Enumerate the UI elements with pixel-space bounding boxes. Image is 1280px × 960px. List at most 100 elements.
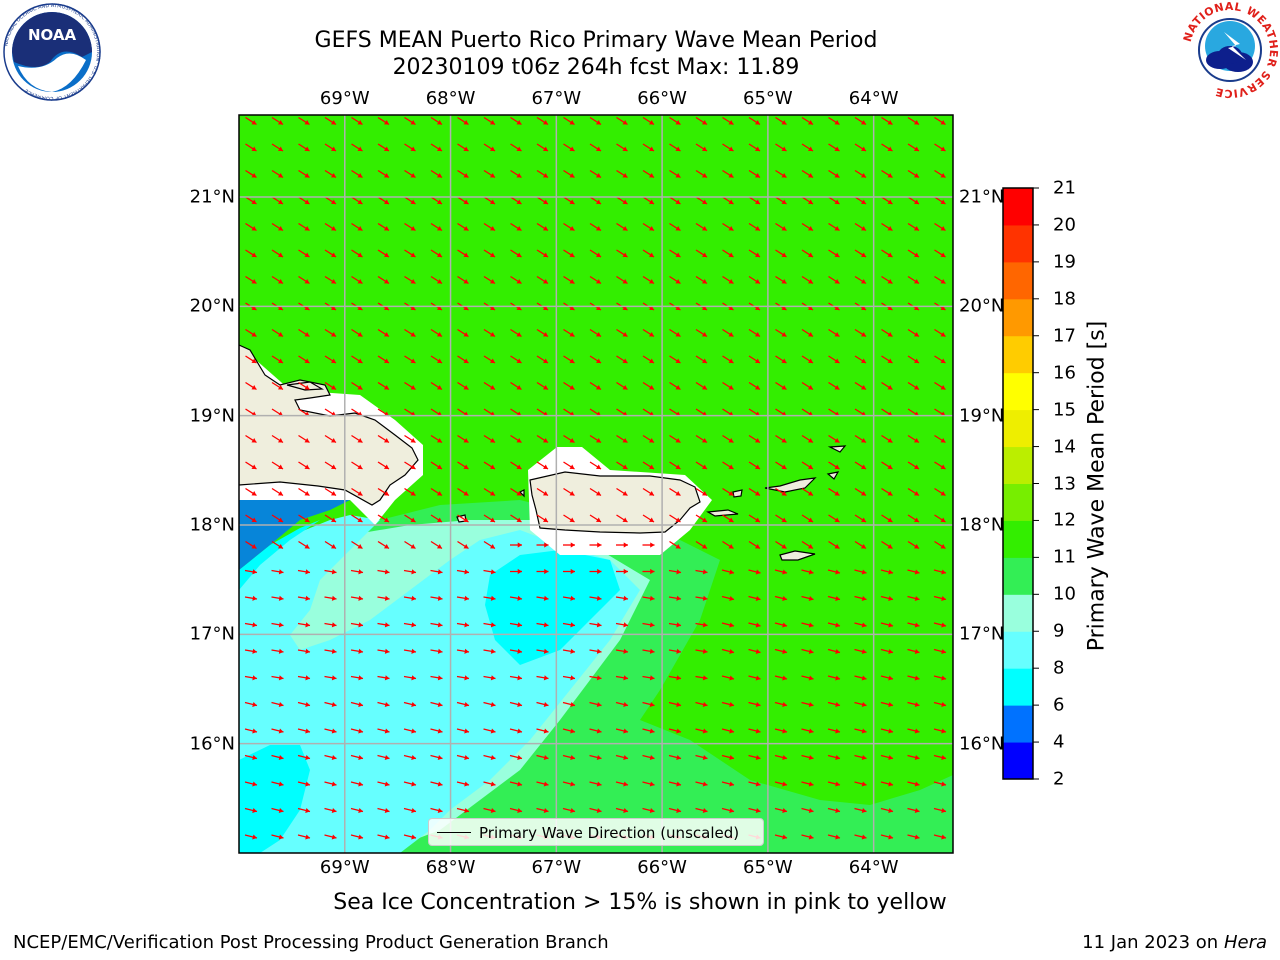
wave-arrow xyxy=(722,196,734,205)
chart-title: GEFS MEAN Puerto Rico Primary Wave Mean … xyxy=(314,28,878,53)
wave-arrow xyxy=(324,355,337,364)
wave-arrow xyxy=(695,675,708,681)
wave-arrow xyxy=(271,487,284,497)
wave-arrow xyxy=(563,542,575,548)
wave-arrow xyxy=(297,834,311,840)
wave-arrow xyxy=(430,648,443,654)
wave-arrow xyxy=(271,595,284,601)
wave-arrow xyxy=(668,807,682,813)
wave-arrow xyxy=(907,434,920,444)
wave-arrow xyxy=(271,249,284,258)
wave-arrow xyxy=(881,328,893,338)
lat-label-left: 21°N xyxy=(189,186,235,208)
wave-arrow xyxy=(562,701,576,707)
wave-arrow xyxy=(324,728,337,734)
wave-arrow xyxy=(907,540,920,550)
wave-arrow xyxy=(403,701,417,707)
colorbar-segment xyxy=(1003,483,1033,521)
wave-arrow xyxy=(245,487,257,497)
wave-arrow xyxy=(483,222,496,232)
nws-logo: NATIONAL WEATHER SERVICE xyxy=(1181,0,1280,100)
wave-arrow xyxy=(854,116,867,126)
wave-arrow xyxy=(615,807,629,813)
wave-arrow xyxy=(403,754,417,760)
map-gridlines xyxy=(239,115,953,853)
lat-label-right: 18°N xyxy=(959,514,1005,536)
wave-arrow xyxy=(774,807,788,813)
wave-arrow xyxy=(748,622,761,628)
colorbar-tick-label: 11 xyxy=(1053,546,1076,568)
wave-arrow xyxy=(669,116,681,126)
wave-arrow xyxy=(828,249,840,258)
wave-arrow xyxy=(615,675,629,681)
wave-arrow xyxy=(457,408,469,417)
colorbar-tick-label: 10 xyxy=(1053,583,1076,605)
wave-arrow xyxy=(775,381,787,391)
wave-arrow xyxy=(642,169,655,179)
wave-arrow xyxy=(695,461,708,470)
wave-arrow xyxy=(616,381,628,391)
colorbar-segment xyxy=(1003,557,1033,595)
wave-arrow xyxy=(403,807,417,813)
wave-arrow xyxy=(377,381,390,391)
wave-arrow xyxy=(510,434,522,444)
colorbar-tick-label: 2 xyxy=(1053,768,1065,790)
wave-arrow xyxy=(695,807,708,813)
wave-arrow xyxy=(536,434,549,444)
wave-arrow xyxy=(881,116,893,126)
wave-arrow xyxy=(324,622,337,628)
wave-arrow xyxy=(907,143,920,152)
chart-subtitle: 20230109 t06z 264h fcst Max: 11.89 xyxy=(392,55,800,80)
wave-arrow xyxy=(351,434,363,444)
wave-arrow xyxy=(298,275,310,285)
wave-arrow xyxy=(377,675,390,681)
wave-arrow xyxy=(748,461,761,470)
wave-arrow xyxy=(616,542,628,548)
wave-arrow xyxy=(828,434,840,444)
wave-arrow xyxy=(907,595,920,601)
wave-arrow xyxy=(351,328,363,338)
wave-arrow xyxy=(748,648,761,654)
wave-arrow xyxy=(271,461,284,470)
wave-arrow xyxy=(801,249,814,258)
wave-arrow xyxy=(483,540,496,550)
wave-arrow xyxy=(430,381,443,391)
wave-arrow xyxy=(854,487,867,497)
wave-arrow xyxy=(563,434,575,444)
wave-arrow xyxy=(298,116,310,126)
wave-arrow xyxy=(934,487,946,497)
wave-arrow xyxy=(615,728,629,734)
wave-arrow xyxy=(351,143,363,152)
wave-arrow xyxy=(668,781,682,787)
wave-arrow xyxy=(510,249,522,258)
wave-arrow xyxy=(828,408,840,417)
wave-arrow xyxy=(403,648,417,654)
wave-arrow xyxy=(881,222,893,232)
wave-arrow xyxy=(775,540,787,550)
wave-arrow xyxy=(244,675,258,681)
wave-arrow xyxy=(404,196,416,205)
wave-arrow xyxy=(245,540,257,550)
wave-arrow xyxy=(430,434,443,444)
wave-arrow xyxy=(722,487,734,497)
wave-arrow xyxy=(245,461,257,470)
wave-arrow xyxy=(669,196,681,205)
wave-arrow xyxy=(695,275,708,285)
wave-arrow xyxy=(509,754,523,760)
colorbar-tick-label: 19 xyxy=(1053,251,1076,273)
wave-arrow xyxy=(457,275,469,285)
wave-arrow xyxy=(589,514,602,523)
wave-arrow xyxy=(854,675,867,681)
wave-arrow xyxy=(351,540,363,550)
wave-arrow xyxy=(430,196,443,205)
wave-arrow xyxy=(483,648,496,654)
wave-arrow xyxy=(244,569,258,575)
wave-arrow xyxy=(430,728,443,734)
period-fill-6-8-sw xyxy=(239,745,310,853)
wave-arrow xyxy=(933,834,947,840)
wave-arrow xyxy=(748,514,761,523)
wave-arrow xyxy=(642,781,655,787)
wave-arrow xyxy=(245,355,257,364)
wave-arrow xyxy=(722,540,734,550)
colorbar-tick-label: 9 xyxy=(1053,620,1065,642)
